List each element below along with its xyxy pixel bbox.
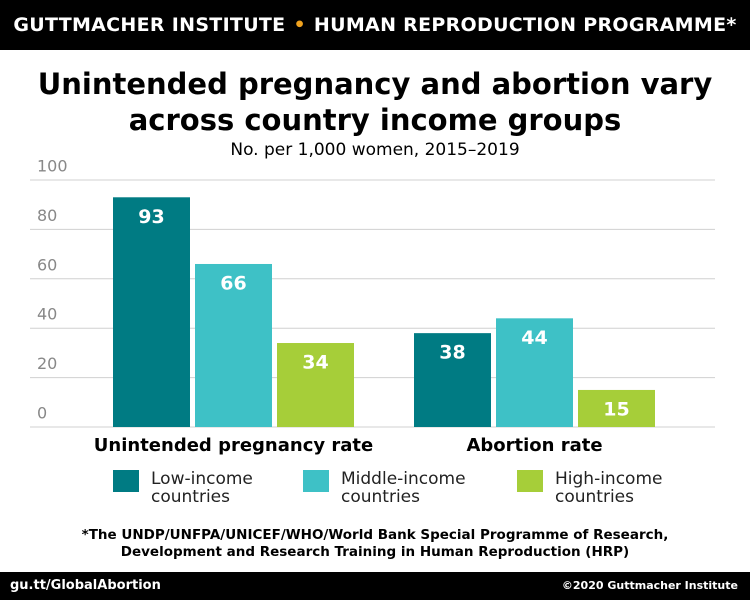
x-tick-label: Abortion rate (466, 435, 602, 456)
footer-bar: gu.tt/GlobalAbortion ©2020 Guttmacher In… (0, 572, 750, 600)
legend-label: High-income countries (555, 469, 663, 507)
legend-swatch (113, 470, 139, 492)
value-label: 66 (220, 272, 246, 294)
title-line: Unintended pregnancy and abortion vary (37, 67, 713, 101)
footer-right: ©2020 Guttmacher Institute (561, 579, 738, 592)
bar (113, 197, 190, 427)
y-tick-label: 0 (37, 404, 47, 423)
value-label: 44 (521, 327, 547, 349)
value-label: 38 (439, 342, 465, 364)
value-label: 15 (603, 398, 629, 420)
footer-left: gu.tt/GlobalAbortion (10, 578, 161, 593)
footnote: *The UNDP/UNFPA/UNICEF/WHO/World Bank Sp… (0, 527, 750, 561)
chart-subtitle: No. per 1,000 women, 2015–2019 (230, 140, 520, 160)
legend-item: High-income countries (517, 470, 695, 506)
legend-item: Low-income countries (113, 470, 291, 506)
header-bar: GUTTMACHER INSTITUTE • HUMAN REPRODUCTION … (0, 0, 750, 50)
bar (277, 343, 354, 427)
value-label: 34 (302, 352, 328, 374)
footnote-line: Development and Research Training in Hum… (120, 544, 630, 560)
legend-item: Middle-income countries (303, 470, 481, 506)
x-tick-label: Unintended pregnancy rate (94, 435, 373, 456)
bar (496, 318, 573, 427)
legend-swatch (517, 470, 543, 492)
bar (195, 263, 272, 427)
legend-label: Middle-income countries (341, 469, 466, 507)
legend-label: Low-income countries (151, 469, 253, 507)
y-tick-label: 80 (37, 206, 57, 225)
y-tick-label: 60 (37, 255, 57, 274)
header-left: GUTTMACHER INSTITUTE (13, 14, 286, 36)
header-separator: • (293, 14, 306, 36)
title-line: across country income groups (128, 103, 622, 137)
bar (578, 389, 655, 427)
bar (414, 333, 491, 427)
header-right: HUMAN REPRODUCTION PROGRAMME* (313, 14, 737, 36)
y-tick-label: 40 (37, 305, 57, 324)
y-tick-label: 100 (37, 157, 68, 176)
legend-swatch (303, 470, 329, 492)
chart-title: Unintended pregnancy and abortion vary a… (0, 66, 750, 138)
y-tick-label: 20 (37, 354, 57, 373)
footnote-line: *The UNDP/UNFPA/UNICEF/WHO/World Bank Sp… (81, 527, 669, 543)
value-label: 93 (138, 206, 164, 228)
